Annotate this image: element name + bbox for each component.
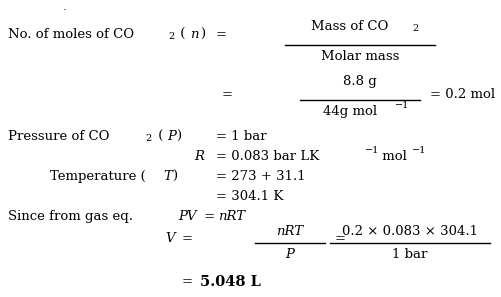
Text: =: =	[200, 210, 219, 223]
Text: ): )	[176, 130, 181, 143]
Text: =: =	[182, 232, 193, 245]
Text: Temperature (: Temperature (	[50, 170, 146, 183]
Text: V: V	[165, 232, 175, 245]
Text: No. of moles of CO: No. of moles of CO	[8, 28, 134, 41]
Text: −1: −1	[395, 101, 409, 110]
Text: ): )	[172, 170, 177, 183]
Text: =: =	[335, 232, 346, 245]
Text: −1: −1	[412, 146, 426, 155]
Text: Pressure of CO: Pressure of CO	[8, 130, 110, 143]
Text: = 273 + 31.1: = 273 + 31.1	[216, 170, 306, 183]
Text: 2: 2	[412, 24, 418, 33]
Text: (: (	[154, 130, 163, 143]
Text: Mass of CO: Mass of CO	[311, 20, 389, 33]
Text: nRT: nRT	[277, 225, 304, 238]
Text: 0.2 × 0.083 × 304.1: 0.2 × 0.083 × 304.1	[342, 225, 478, 238]
Text: = 0.2 mol: = 0.2 mol	[430, 88, 495, 101]
Text: 8.8 g: 8.8 g	[343, 75, 377, 88]
Text: 2: 2	[145, 134, 151, 143]
Text: 2: 2	[168, 32, 174, 41]
Text: =: =	[182, 275, 193, 288]
Text: = 0.083 bar LK: = 0.083 bar LK	[216, 150, 319, 163]
Text: ˙: ˙	[62, 8, 68, 21]
Text: ): )	[200, 28, 205, 41]
Text: P: P	[167, 130, 176, 143]
Text: (: (	[176, 28, 185, 41]
Text: = 1 bar: = 1 bar	[216, 130, 267, 143]
Text: n: n	[190, 28, 198, 41]
Text: nRT: nRT	[218, 210, 245, 223]
Text: Since from gas eq.: Since from gas eq.	[8, 210, 137, 223]
Text: mol: mol	[378, 150, 407, 163]
Text: −1: −1	[365, 146, 379, 155]
Text: R: R	[194, 150, 204, 163]
Text: P: P	[286, 248, 295, 261]
Text: Molar mass: Molar mass	[321, 50, 399, 63]
Text: =: =	[222, 88, 233, 101]
Text: PV: PV	[178, 210, 196, 223]
Text: T: T	[163, 170, 172, 183]
Text: 1 bar: 1 bar	[392, 248, 428, 261]
Text: 5.048 L: 5.048 L	[200, 275, 261, 289]
Text: =: =	[216, 28, 227, 41]
Text: = 304.1 K: = 304.1 K	[216, 190, 284, 203]
Text: 44g mol: 44g mol	[323, 105, 377, 118]
